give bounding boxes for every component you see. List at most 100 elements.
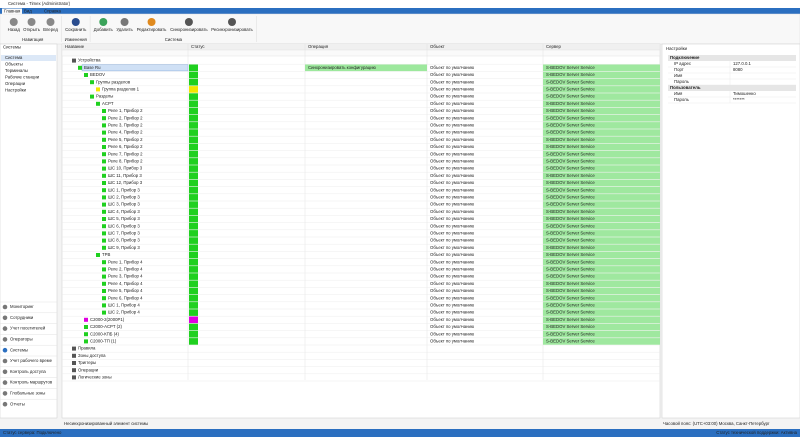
ribbon-button[interactable]: Синхронизировать [170, 27, 208, 32]
tree-node[interactable]: Реле 3, Прибор 4 [108, 274, 143, 279]
tree-node[interactable]: ШС 2, Прибор 4 [108, 310, 140, 315]
ribbon-tab[interactable]: Справка [44, 8, 61, 13]
sidebar-item[interactable]: Рабочие станции [5, 75, 40, 80]
ribbon-button[interactable]: Назад [8, 27, 21, 32]
ribbon-button[interactable]: Удалить [116, 27, 133, 32]
tree-node[interactable]: ШС 5, Прибор 3 [108, 216, 140, 221]
ribbon-button[interactable]: Сохранить [65, 27, 87, 32]
sidebar-item[interactable]: Объекты [5, 62, 23, 67]
prop-value[interactable]: ******* [733, 97, 745, 102]
sidebar-selected [1, 55, 56, 61]
status-cell [189, 251, 198, 259]
tree-icon [102, 173, 106, 178]
prop-value[interactable]: 8080 [733, 67, 743, 72]
object-text: Объект по умолчанию [430, 115, 475, 120]
tree-node[interactable]: Реле 2, Прибор 2 [108, 115, 143, 120]
prop-name: Имя [674, 91, 683, 96]
column-header[interactable]: Объект [430, 44, 445, 49]
status-cell [189, 309, 198, 316]
tree-node[interactable]: ШС 1, Прибор 4 [108, 303, 140, 308]
ribbon-button[interactable]: Редактировать [137, 27, 167, 32]
object-text: Объект по умолчанию [430, 65, 475, 70]
nav-item[interactable]: Сотрудники [10, 315, 34, 320]
nav-item[interactable]: Отчеты [10, 401, 25, 406]
server-text: S-BEDOV Server Service [546, 303, 595, 308]
tree-node[interactable]: C2000-2(2000P1) [90, 317, 125, 322]
tree-icon [102, 159, 106, 164]
column-header[interactable]: Операция [308, 44, 329, 49]
ribbon-button[interactable]: Вперед [43, 27, 58, 32]
sidebar-item[interactable]: Терминалы [5, 68, 28, 73]
tree-node[interactable]: Зоны доступа [78, 353, 106, 358]
tree-node[interactable]: Реле 1, Прибор 2 [108, 108, 143, 113]
tree-node[interactable]: ТРВ [102, 252, 110, 257]
tree-node[interactable]: Триггеры [78, 360, 96, 365]
tree-node[interactable]: Реле 7, Прибор 2 [108, 151, 143, 156]
tree-node[interactable]: C2000-ТП (1) [90, 339, 117, 344]
nav-item[interactable]: Учет рабочего време [10, 358, 53, 363]
nav-item[interactable]: Контроль маршрутов [10, 380, 53, 385]
status-left: Статус сервера: Подключено [3, 430, 62, 435]
tree-node[interactable]: Реле 4, Прибор 2 [108, 130, 143, 135]
tree-node[interactable]: ШС 12, Прибор 3 [108, 180, 143, 185]
status-bar [0, 429, 800, 437]
tree-icon [84, 325, 88, 329]
tree-node[interactable]: Реле 5, Прибор 4 [108, 288, 143, 293]
tree-node[interactable]: Логические зоны [78, 375, 112, 380]
tree-node[interactable]: ШС 1, Прибор 3 [108, 187, 140, 192]
prop-value[interactable]: Тимошенко [733, 91, 756, 96]
tree-node[interactable]: BEDOV [90, 72, 105, 77]
tree-node[interactable]: ШС 10, Прибор 3 [108, 166, 143, 171]
sidebar-item[interactable]: Настройки [5, 88, 27, 93]
tree-node[interactable]: C2000-ACPT (2) [90, 324, 122, 329]
ribbon-button[interactable]: Открыть [23, 27, 41, 32]
tree-node[interactable]: Реле 4, Прибор 4 [108, 281, 143, 286]
ribbon-icon [9, 18, 18, 26]
tree-node[interactable]: Группы разделов [96, 79, 131, 84]
tree-node[interactable]: Устройства [78, 58, 101, 63]
tree-node[interactable]: Операции [78, 367, 99, 372]
column-header[interactable]: Название [65, 44, 85, 49]
status-cell [189, 302, 198, 309]
ribbon-tab[interactable]: Главная [4, 8, 21, 13]
tree-node[interactable]: Реле 6, Прибор 2 [108, 144, 143, 149]
column-header[interactable]: Статус [191, 44, 205, 49]
tree-node[interactable]: Реле 6, Прибор 4 [108, 295, 143, 300]
tree-node[interactable]: Реле 8, Прибор 2 [108, 159, 143, 164]
tree-node[interactable]: ШС 3, Прибор 3 [108, 202, 140, 207]
ribbon-tab[interactable]: Вид [24, 8, 32, 13]
tree-node[interactable]: ШС 6, Прибор 3 [108, 223, 140, 228]
tree-node[interactable]: Правила [78, 346, 96, 351]
tree-node[interactable]: Base Ru [84, 65, 101, 70]
tree-node[interactable]: ШС 2, Прибор 3 [108, 195, 140, 200]
tree-node[interactable]: Реле 2, Прибор 4 [108, 267, 143, 272]
nav-item[interactable]: Учет посетителей [10, 326, 46, 331]
ribbon-button[interactable]: Добавить [94, 27, 114, 32]
nav-item[interactable]: Операторы [10, 337, 33, 342]
server-text: S-BEDOV Server Service [546, 317, 595, 322]
tree-node[interactable]: Реле 3, Прибор 2 [108, 123, 143, 128]
object-text: Объект по умолчанию [430, 310, 475, 315]
nav-item[interactable]: Глобальные зоны [10, 391, 45, 396]
tree-node[interactable]: Реле 5, Прибор 2 [108, 137, 143, 142]
tree-node[interactable]: Разделы [96, 94, 113, 99]
tree-node[interactable]: C2000-КПБ (4) [90, 331, 120, 336]
tree-node[interactable]: Реле 1, Прибор 4 [108, 259, 143, 264]
nav-item[interactable]: Системы [10, 347, 28, 352]
nav-item[interactable]: Мониторинг [10, 304, 34, 309]
server-cell [543, 165, 660, 172]
column-header[interactable]: Сервер [546, 44, 562, 49]
prop-value[interactable]: 127.0.0.1 [733, 61, 752, 66]
nav-item[interactable]: Контроль доступа [10, 369, 46, 374]
tree-node[interactable]: ШС 11, Прибор 3 [108, 173, 142, 178]
tree-node[interactable]: ШС 7, Прибор 3 [108, 231, 140, 236]
tree-node[interactable]: ШС 8, Прибор 3 [108, 238, 140, 243]
sidebar-item[interactable]: Операции [5, 81, 26, 86]
tree-node[interactable]: ACPT [102, 101, 114, 106]
sidebar-item[interactable]: Система [5, 55, 23, 60]
tree-node[interactable]: ШС 9, Прибор 3 [108, 245, 140, 250]
tree-node[interactable]: ШС 4, Прибор 3 [108, 209, 140, 214]
tree-icon [102, 116, 106, 121]
tree-node[interactable]: Группа разделов 1 [102, 87, 140, 92]
ribbon-button[interactable]: Ресинхронизировать [211, 27, 253, 32]
